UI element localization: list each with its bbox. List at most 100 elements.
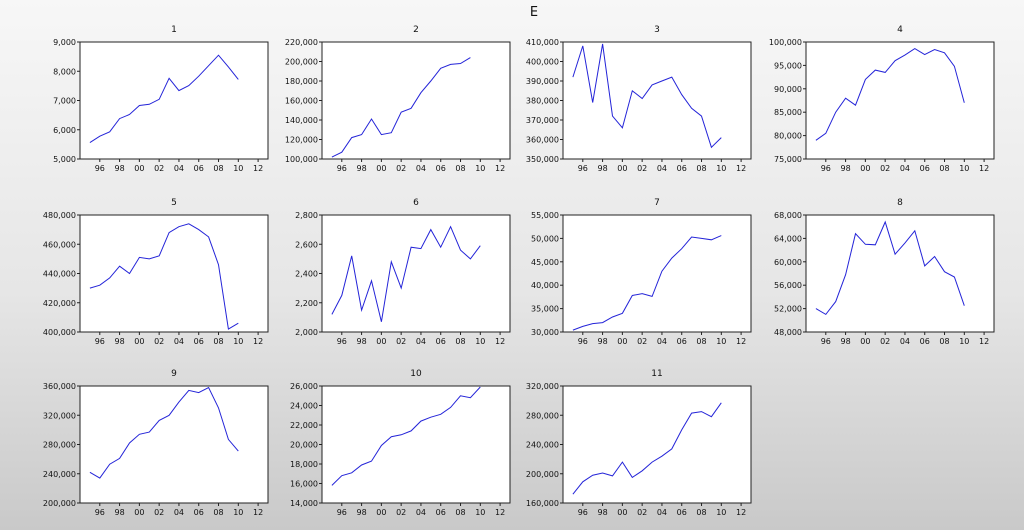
chart-title-4: 4 <box>897 25 903 35</box>
y-tick-label: 20,000 <box>290 441 318 450</box>
plot-area-6 <box>321 214 511 333</box>
chart-title-8: 8 <box>897 198 903 208</box>
x-tick-label: 00 <box>376 337 386 346</box>
y-tick-label: 180,000 <box>285 77 318 86</box>
x-tick-label: 08 <box>213 164 223 173</box>
chart-panel-8: 8 48,000 52,000 56,000 60,000 64,000 68,000 96 9… <box>774 198 995 346</box>
x-tick-label: 10 <box>475 508 485 517</box>
x-tick-label: 06 <box>194 508 204 517</box>
x-tick-label: 10 <box>959 164 969 173</box>
x-tick-label: 02 <box>396 164 406 173</box>
y-tick-label: 68,000 <box>774 211 802 220</box>
y-tick-label: 220,000 <box>285 38 318 47</box>
y-tick-label: 120,000 <box>285 136 318 145</box>
x-tick-label: 04 <box>174 164 184 173</box>
y-tick-label: 380,000 <box>526 97 559 106</box>
chart-title-3: 3 <box>654 25 660 35</box>
y-tick-label: 75,000 <box>774 155 802 164</box>
x-tick-label: 08 <box>455 164 465 173</box>
x-tick-label: 12 <box>736 508 746 517</box>
x-tick-label: 96 <box>95 508 105 517</box>
y-tick-label: 5,000 <box>53 155 76 164</box>
y-tick-label: 14,000 <box>290 499 318 508</box>
x-tick-label: 98 <box>597 508 607 517</box>
x-tick-label: 06 <box>677 337 687 346</box>
series-line-5 <box>89 223 239 330</box>
x-tick-label: 98 <box>114 508 124 517</box>
x-tick-label: 02 <box>637 164 647 173</box>
series-line-6 <box>331 225 481 322</box>
y-tick-label: 200,000 <box>285 58 318 67</box>
y-tick-label: 2,400 <box>295 270 318 279</box>
x-tick-label: 10 <box>475 337 485 346</box>
chart-panel-5: 5 400,000 420,000 440,000 460,000 480,000 96 98… <box>43 198 269 346</box>
x-tick-label: 04 <box>174 337 184 346</box>
x-tick-label: 04 <box>657 337 667 346</box>
y-tick-label: 24,000 <box>290 402 318 411</box>
series-line-4 <box>815 48 965 141</box>
chart-title-2: 2 <box>413 25 419 35</box>
y-tick-label: 440,000 <box>43 270 76 279</box>
x-tick-label: 02 <box>154 337 164 346</box>
series-line-11 <box>572 402 722 495</box>
x-tick-label: 06 <box>436 508 446 517</box>
x-tick-label: 00 <box>376 164 386 173</box>
plot-area-11 <box>562 385 752 504</box>
x-tick-label: 12 <box>979 337 989 346</box>
x-tick-label: 12 <box>979 164 989 173</box>
x-tick-label: 02 <box>154 508 164 517</box>
y-tick-label: 400,000 <box>43 328 76 337</box>
chart-title-9: 9 <box>171 369 177 379</box>
y-tick-label: 9,000 <box>53 38 76 47</box>
chart-title-11: 11 <box>651 369 662 379</box>
y-tick-label: 2,200 <box>295 299 318 308</box>
plot-area-9 <box>79 385 269 504</box>
x-tick-label: 04 <box>657 508 667 517</box>
x-tick-label: 12 <box>495 164 505 173</box>
x-tick-label: 08 <box>939 337 949 346</box>
x-tick-label: 10 <box>233 508 243 517</box>
x-tick-label: 96 <box>578 164 588 173</box>
chart-panel-7: 7 30,000 35,000 40,000 45,000 50,000 55,000 96 9… <box>531 198 752 346</box>
y-tick-label: 52,000 <box>774 305 802 314</box>
x-tick-label: 12 <box>253 337 263 346</box>
x-tick-label: 08 <box>455 508 465 517</box>
x-tick-label: 06 <box>436 337 446 346</box>
y-tick-label: 95,000 <box>774 61 802 70</box>
chart-panel-4: 4 75,000 80,000 85,000 90,000 95,000 100,000 96… <box>769 25 995 173</box>
x-tick-label: 02 <box>396 337 406 346</box>
series-line-9 <box>89 386 239 479</box>
x-tick-label: 02 <box>880 164 890 173</box>
y-tick-label: 390,000 <box>526 77 559 86</box>
plot-area-7 <box>562 214 752 333</box>
y-tick-label: 140,000 <box>285 116 318 125</box>
y-tick-label: 460,000 <box>43 240 76 249</box>
chart-panel-2: 2 100,000 120,000 140,000 160,000 180,000 200,… <box>285 25 511 173</box>
chart-title-6: 6 <box>413 198 419 208</box>
y-tick-label: 280,000 <box>526 411 559 420</box>
x-tick-label: 12 <box>253 164 263 173</box>
y-tick-label: 160,000 <box>285 97 318 106</box>
x-tick-label: 00 <box>134 164 144 173</box>
x-tick-label: 98 <box>840 337 850 346</box>
y-tick-label: 60,000 <box>774 258 802 267</box>
x-tick-label: 12 <box>253 508 263 517</box>
x-tick-label: 10 <box>716 164 726 173</box>
series-line-1 <box>89 54 239 144</box>
x-tick-label: 12 <box>736 337 746 346</box>
y-tick-label: 26,000 <box>290 382 318 391</box>
y-tick-label: 320,000 <box>43 411 76 420</box>
x-tick-label: 96 <box>95 337 105 346</box>
chart-panel-1: 1 5,000 6,000 7,000 8,000 9,000 96 98 00 02 04 06 08… <box>53 25 269 173</box>
x-tick-label: 12 <box>495 508 505 517</box>
x-tick-label: 04 <box>416 164 426 173</box>
x-tick-label: 96 <box>337 337 347 346</box>
x-tick-label: 00 <box>134 337 144 346</box>
y-tick-label: 18,000 <box>290 460 318 469</box>
y-tick-label: 85,000 <box>774 108 802 117</box>
x-tick-label: 08 <box>455 337 465 346</box>
x-tick-label: 98 <box>114 164 124 173</box>
chart-panel-9: 9 200,000 240,000 280,000 320,000 360,000 96 98… <box>43 369 269 517</box>
y-tick-label: 35,000 <box>531 305 559 314</box>
y-tick-label: 2,000 <box>295 328 318 337</box>
